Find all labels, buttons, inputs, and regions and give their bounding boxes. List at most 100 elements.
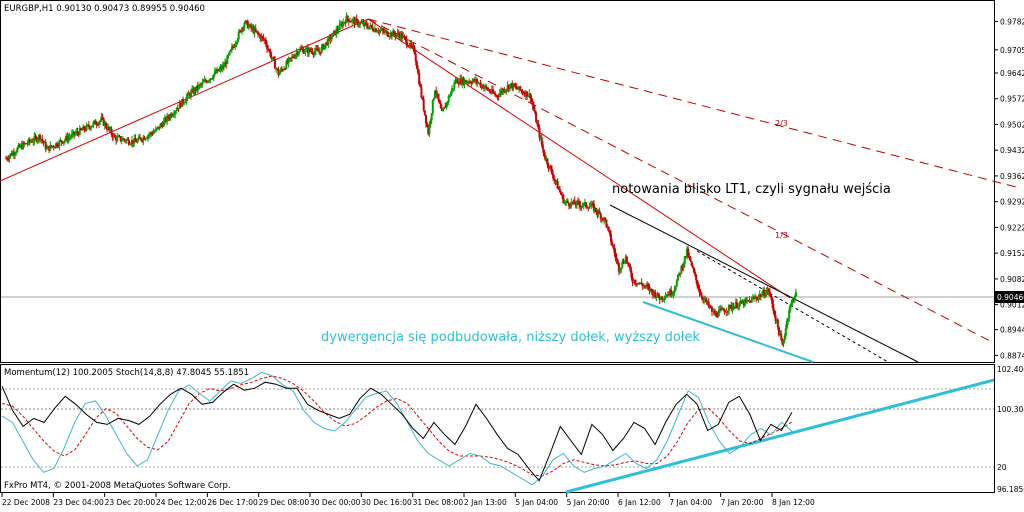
candle-body bbox=[195, 85, 198, 91]
candle-body bbox=[503, 89, 506, 93]
candle-body bbox=[565, 200, 568, 202]
candle-body bbox=[555, 180, 558, 182]
candle-body bbox=[457, 83, 460, 85]
candle-body bbox=[125, 139, 128, 142]
candle-body bbox=[232, 46, 235, 48]
candle-body bbox=[108, 126, 111, 130]
fan-line-2-3[interactable] bbox=[367, 18, 1021, 189]
candle-body bbox=[82, 126, 85, 130]
downtrend-line[interactable] bbox=[367, 18, 791, 299]
candle-body bbox=[706, 301, 709, 303]
candle-body bbox=[264, 40, 267, 45]
candle-body bbox=[775, 319, 778, 322]
candle-body bbox=[59, 140, 62, 142]
candle-body bbox=[751, 297, 754, 299]
candle-body bbox=[547, 164, 550, 169]
candle-body bbox=[441, 109, 444, 112]
candle-body bbox=[628, 263, 631, 266]
candle-body bbox=[118, 136, 121, 138]
candle-body bbox=[127, 139, 130, 144]
candle-body bbox=[81, 129, 84, 131]
candle-body bbox=[407, 46, 410, 48]
candle-body bbox=[709, 306, 712, 308]
candle-body bbox=[642, 285, 645, 287]
candle-body bbox=[489, 91, 492, 93]
candle-body bbox=[676, 274, 679, 281]
candle-body bbox=[216, 69, 219, 73]
candle-body bbox=[585, 202, 588, 207]
candle-body bbox=[485, 85, 488, 88]
candle-body bbox=[338, 24, 341, 30]
sub-tick-label: 100.3048 bbox=[997, 405, 1024, 414]
candle-body bbox=[569, 205, 572, 207]
candle-body bbox=[188, 94, 191, 97]
candle-body bbox=[87, 124, 90, 127]
candle-body bbox=[498, 93, 501, 97]
candle-body bbox=[602, 217, 605, 221]
candle-body bbox=[515, 86, 518, 89]
time-tick-label: 30 Dec 00:00 bbox=[310, 498, 361, 507]
candle-body bbox=[28, 139, 31, 142]
lt1-dotted-line[interactable] bbox=[696, 250, 889, 363]
candle-body bbox=[595, 208, 598, 213]
candle-body bbox=[96, 124, 99, 126]
candle-body bbox=[261, 36, 264, 38]
candle-body bbox=[330, 36, 333, 40]
candle-body bbox=[367, 26, 370, 29]
candle-body bbox=[388, 36, 391, 38]
candle-body bbox=[659, 296, 662, 300]
candle-body bbox=[540, 137, 543, 145]
fib-label-2-3: 2/3 bbox=[775, 119, 788, 128]
candle-body bbox=[432, 97, 435, 101]
candle-body bbox=[287, 58, 290, 64]
indicator-trend-line[interactable] bbox=[565, 378, 995, 494]
candle-body bbox=[274, 59, 277, 69]
candle-body bbox=[370, 24, 373, 27]
candle-body bbox=[348, 21, 351, 23]
candle-body bbox=[379, 30, 382, 32]
candle-body bbox=[714, 312, 717, 315]
candle-body bbox=[574, 204, 577, 206]
candle-body bbox=[427, 126, 430, 135]
candle-body bbox=[679, 273, 682, 275]
candle-body bbox=[227, 54, 230, 56]
candle-body bbox=[98, 121, 101, 125]
candle-body bbox=[158, 126, 161, 129]
candle-body bbox=[724, 311, 727, 313]
candle-body bbox=[296, 52, 299, 55]
candle-body bbox=[768, 291, 771, 296]
candle-body bbox=[191, 88, 194, 92]
candle-body bbox=[352, 18, 355, 20]
candle-body bbox=[452, 88, 455, 90]
candle-body bbox=[524, 91, 527, 96]
candle-body bbox=[358, 24, 361, 26]
candle-body bbox=[361, 22, 364, 24]
candle-body bbox=[258, 33, 261, 36]
candle-body bbox=[214, 71, 217, 73]
candle-body bbox=[581, 205, 584, 207]
candle-body bbox=[767, 289, 770, 292]
candle-body bbox=[633, 279, 636, 284]
candle-body bbox=[771, 297, 774, 304]
candle-body bbox=[48, 146, 51, 151]
candle-body bbox=[436, 93, 439, 95]
candle-body bbox=[749, 300, 752, 303]
lt1-resistance-line[interactable] bbox=[609, 204, 919, 363]
candle-body bbox=[64, 139, 67, 142]
candle-body bbox=[109, 128, 112, 130]
candle-body bbox=[319, 51, 322, 54]
candle-body bbox=[83, 126, 86, 130]
candle-body bbox=[270, 56, 273, 58]
candle-body bbox=[678, 273, 681, 275]
price-support-line[interactable] bbox=[642, 301, 814, 363]
candle-body bbox=[712, 310, 715, 312]
candle-body bbox=[373, 28, 376, 32]
candle-body bbox=[413, 47, 416, 54]
candle-body bbox=[439, 103, 442, 109]
candle-body bbox=[598, 211, 601, 214]
current-price-box bbox=[995, 291, 1024, 303]
candle-body bbox=[735, 302, 738, 308]
fan-line-1-3[interactable] bbox=[367, 18, 995, 344]
candle-body bbox=[266, 44, 269, 49]
